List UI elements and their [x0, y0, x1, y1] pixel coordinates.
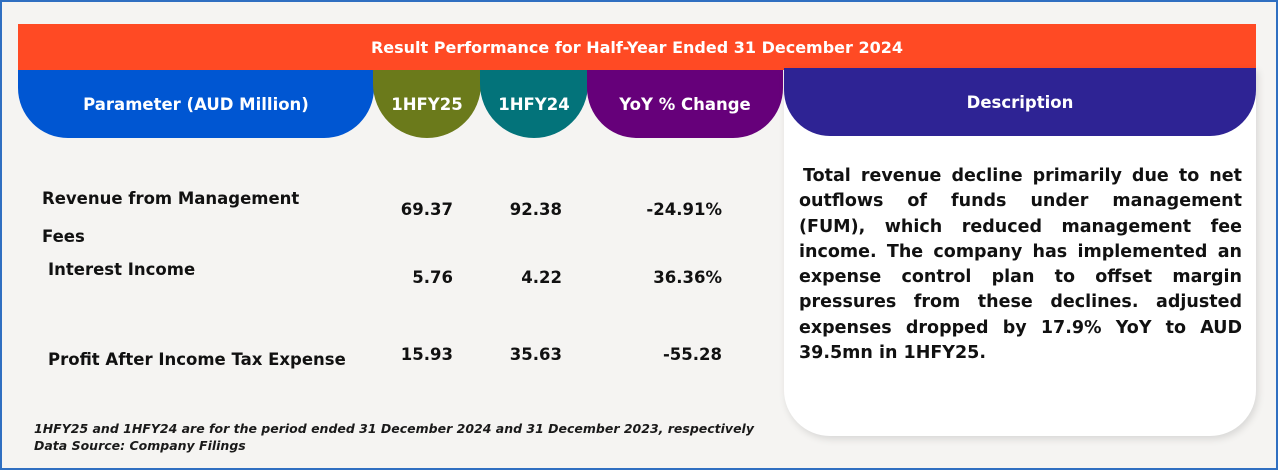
row-1hfy25-value: 69.37: [400, 200, 453, 219]
header-1hfy24: 1HFY24: [480, 70, 588, 138]
header-description: Description: [784, 68, 1256, 136]
description-text: Total revenue decline primarily due to n…: [799, 166, 1242, 364]
description-card: Description Total revenue decline primar…: [784, 68, 1256, 436]
row-1hfy25-value: 5.76: [412, 268, 453, 287]
row-parameter: Interest Income: [48, 260, 196, 279]
row-1hfy25-value: 15.93: [400, 345, 453, 364]
row-1hfy24-value: 92.38: [509, 200, 562, 219]
row-parameter: Revenue from Management Fees: [42, 189, 300, 246]
footnotes: 1HFY25 and 1HFY24 are for the period end…: [34, 420, 754, 454]
data-source-footnote: Data Source: Company Filings: [34, 438, 246, 453]
row-1hfy24-value: 4.22: [521, 268, 562, 287]
row-1hfy24-value: 35.63: [509, 345, 562, 364]
header-yoy-change: YoY % Change: [587, 70, 783, 138]
row-parameter: Profit After Income Tax Expense: [48, 350, 346, 369]
row-yoy-value: 36.36%: [653, 268, 722, 287]
row-yoy-value: -55.28: [662, 345, 722, 364]
header-1hfy25: 1HFY25: [373, 70, 481, 138]
row-yoy-value: -24.91%: [646, 200, 722, 219]
table-title: Result Performance for Half-Year Ended 3…: [18, 24, 1256, 70]
header-parameter: Parameter (AUD Million): [18, 70, 374, 138]
period-footnote: 1HFY25 and 1HFY24 are for the period end…: [34, 421, 754, 436]
